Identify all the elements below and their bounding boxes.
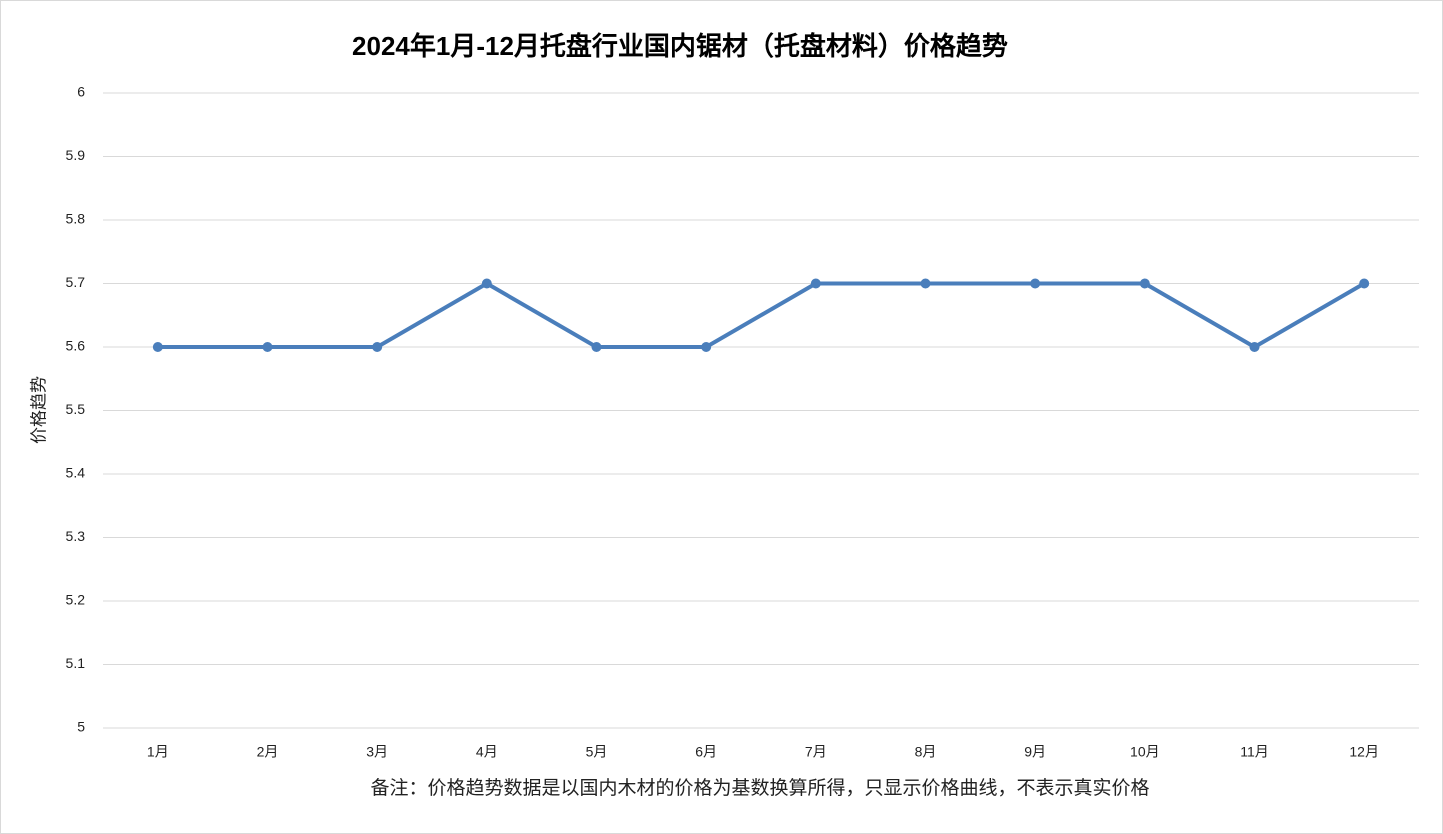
y-tick-label: 5.8 xyxy=(66,211,86,227)
y-tick-label: 6 xyxy=(77,84,85,100)
y-tick-label: 5 xyxy=(77,719,85,735)
y-tick-label: 5.4 xyxy=(66,465,86,481)
x-tick-label: 9月 xyxy=(1024,744,1046,760)
chart-title: 2024年1月-12月托盘行业国内锯材（托盘材料）价格趋势 xyxy=(352,31,1008,61)
y-tick-label: 5.3 xyxy=(66,528,86,544)
data-point xyxy=(810,278,821,289)
footnote: 备注：价格趋势数据是以国内木材的价格为基数换算所得，只显示价格曲线，不表示真实价… xyxy=(370,777,1149,799)
x-tick-label: 4月 xyxy=(476,744,498,760)
x-tick-label: 1月 xyxy=(147,744,169,760)
data-point xyxy=(591,342,602,352)
x-tick-label: 11月 xyxy=(1240,744,1269,760)
data-line xyxy=(157,281,1366,349)
data-point xyxy=(372,342,383,352)
y-axis-label: 价格趋势 xyxy=(29,376,48,444)
x-tick-label: 7月 xyxy=(805,744,827,760)
data-point xyxy=(701,342,712,352)
x-tick-label: 10月 xyxy=(1130,744,1160,760)
data-point xyxy=(1359,278,1370,289)
y-tick-label: 5.6 xyxy=(66,338,86,354)
x-tick-label: 6月 xyxy=(695,744,717,760)
x-tick-label: 3月 xyxy=(366,744,388,760)
y-tick-label: 5.7 xyxy=(66,274,86,290)
data-point xyxy=(920,278,931,289)
data-point xyxy=(481,278,492,289)
x-tick-label: 12月 xyxy=(1349,744,1379,760)
y-tick-label: 5.2 xyxy=(66,592,86,608)
x-tick-label: 5月 xyxy=(586,744,608,760)
data-point xyxy=(1139,278,1150,289)
x-tick-label: 2月 xyxy=(257,744,279,760)
data-point xyxy=(1249,342,1260,352)
y-tick-label: 5.9 xyxy=(66,147,86,163)
data-point xyxy=(152,342,163,352)
x-tick-label: 8月 xyxy=(915,744,937,760)
y-tick-label: 5.5 xyxy=(66,401,86,417)
data-point xyxy=(1030,278,1041,289)
data-point xyxy=(262,342,273,352)
y-tick-label: 5.1 xyxy=(66,655,86,671)
